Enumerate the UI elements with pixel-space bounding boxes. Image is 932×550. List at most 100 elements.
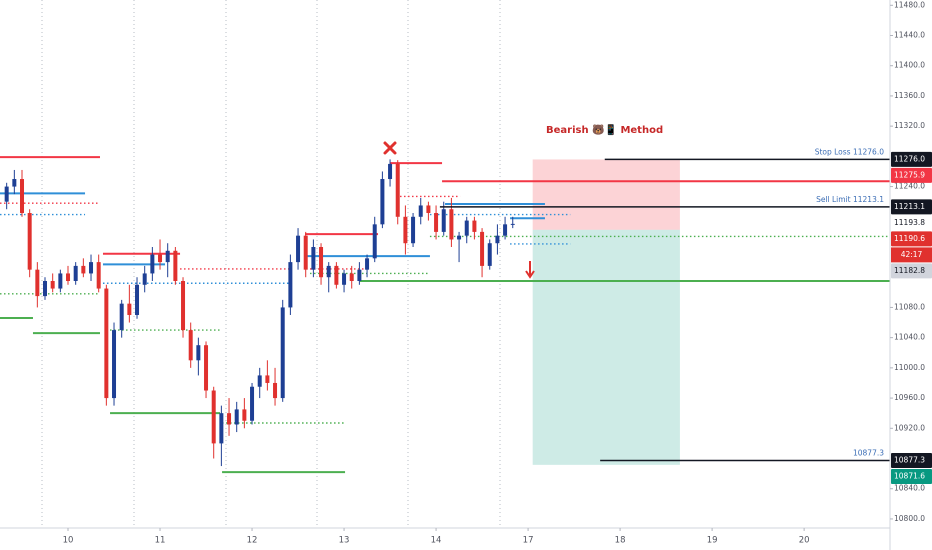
candle-body: [280, 307, 285, 399]
chart-title: Bearish 🐻📱 Method: [546, 123, 663, 136]
candle-body: [319, 247, 324, 278]
candle-body: [96, 262, 101, 289]
candle-body: [503, 224, 508, 236]
price-label: 10871.6: [894, 472, 925, 481]
candle-body: [196, 345, 201, 361]
annotation-text: Sell Limit 11213.1: [816, 195, 884, 204]
candle-body: [119, 303, 124, 331]
candle-body: [273, 382, 278, 399]
candle-body: [173, 250, 178, 281]
candle-body: [434, 213, 439, 232]
price-label: 11182.8: [894, 266, 925, 275]
candle-body: [66, 273, 71, 281]
candle-body: [510, 223, 515, 225]
candle-body: [211, 390, 216, 444]
price-label-bg: [891, 167, 932, 183]
candle-body: [50, 280, 55, 289]
candle-body: [326, 265, 331, 278]
y-tick-label: 11360.0: [894, 91, 925, 100]
price-label: 11193.8: [894, 218, 925, 227]
candle-body: [165, 250, 170, 263]
y-tick-label: 11320.0: [894, 121, 925, 130]
candle-body: [357, 269, 362, 281]
candle-body: [188, 330, 193, 361]
candle-body: [4, 186, 9, 202]
candle-body: [449, 209, 454, 240]
candle-body: [288, 262, 293, 308]
candle-body: [150, 254, 155, 274]
candle-body: [426, 205, 431, 214]
y-tick-label: 10920.0: [894, 423, 925, 432]
y-tick-label: 10800.0: [894, 514, 925, 523]
candle-body: [342, 273, 347, 285]
annotations-layer: Stop Loss 11276.0 Sell Limit 11213.1 10877…: [439, 147, 890, 462]
candle-body: [58, 273, 63, 289]
x-tick-label: 13: [339, 536, 350, 546]
y-tick-label: 11040.0: [894, 333, 925, 342]
candle-body: [311, 247, 316, 270]
x-tick-label: 18: [615, 536, 626, 546]
y-tick-label: 11400.0: [894, 61, 925, 70]
stop-zone: [532, 159, 680, 230]
y-tick-label: 11440.0: [894, 31, 925, 40]
candle-body: [380, 179, 385, 225]
price-label-bg: [891, 469, 932, 485]
candle-body: [73, 265, 78, 281]
price-label-bg: [891, 231, 932, 247]
candle-body: [20, 179, 25, 214]
annotation-text: Stop Loss 11276.0: [815, 147, 885, 156]
candle-body: [135, 284, 140, 315]
price-label: 11213.1: [894, 202, 925, 211]
candle-body: [480, 231, 485, 266]
price-label-bg: [891, 151, 932, 167]
axis-layer: 10800.0 10840.0 10920.0 10960.0 11000.0 11040…: [63, 0, 932, 546]
x-tick-label: 12: [247, 536, 258, 546]
countdown-bg: [891, 247, 932, 263]
candle-body: [35, 269, 40, 297]
candle-body: [441, 209, 446, 232]
x-tick-label: 14: [431, 536, 442, 546]
candle-body: [296, 235, 301, 263]
price-label-bg: [891, 215, 932, 231]
price-label: 10877.3: [894, 456, 925, 465]
price-label: 11276.0: [894, 154, 925, 163]
candle-body: [234, 409, 239, 425]
candle-body: [257, 375, 262, 387]
candle-body: [89, 262, 94, 274]
y-tick-label: 10960.0: [894, 393, 925, 402]
price-label: 11190.6: [894, 234, 925, 243]
candle-body: [43, 280, 48, 297]
candle-body: [487, 243, 492, 266]
candle-body: [395, 163, 400, 217]
candle-body: [418, 205, 423, 217]
candle-body: [372, 224, 377, 259]
price-label-bg: [891, 263, 932, 279]
price-label: 11275.9: [894, 170, 925, 179]
candles-layer: [4, 159, 515, 467]
candle-body: [265, 375, 270, 383]
y-tick-label: 11000.0: [894, 363, 925, 372]
x-tick-label: 17: [523, 536, 534, 546]
candle-body: [388, 163, 393, 180]
position-layer: [532, 159, 680, 465]
candle-body: [472, 220, 477, 232]
target-zone: [532, 229, 680, 465]
candle-body: [495, 235, 500, 244]
down-arrow: [525, 261, 535, 279]
candle-body: [158, 254, 163, 263]
candle-body: [365, 258, 370, 270]
candle-body: [349, 273, 354, 281]
candle-body: [181, 280, 186, 331]
annotation-text: 10877.3: [853, 449, 884, 458]
candle-body: [457, 235, 462, 240]
y-tick-label: 10840.0: [894, 484, 925, 493]
candle-body: [303, 235, 308, 270]
x-tick-label: 20: [799, 536, 810, 546]
candle-body: [334, 265, 339, 285]
levels-layer: [0, 156, 890, 474]
candle-body: [464, 220, 469, 236]
candle-body: [27, 213, 32, 270]
